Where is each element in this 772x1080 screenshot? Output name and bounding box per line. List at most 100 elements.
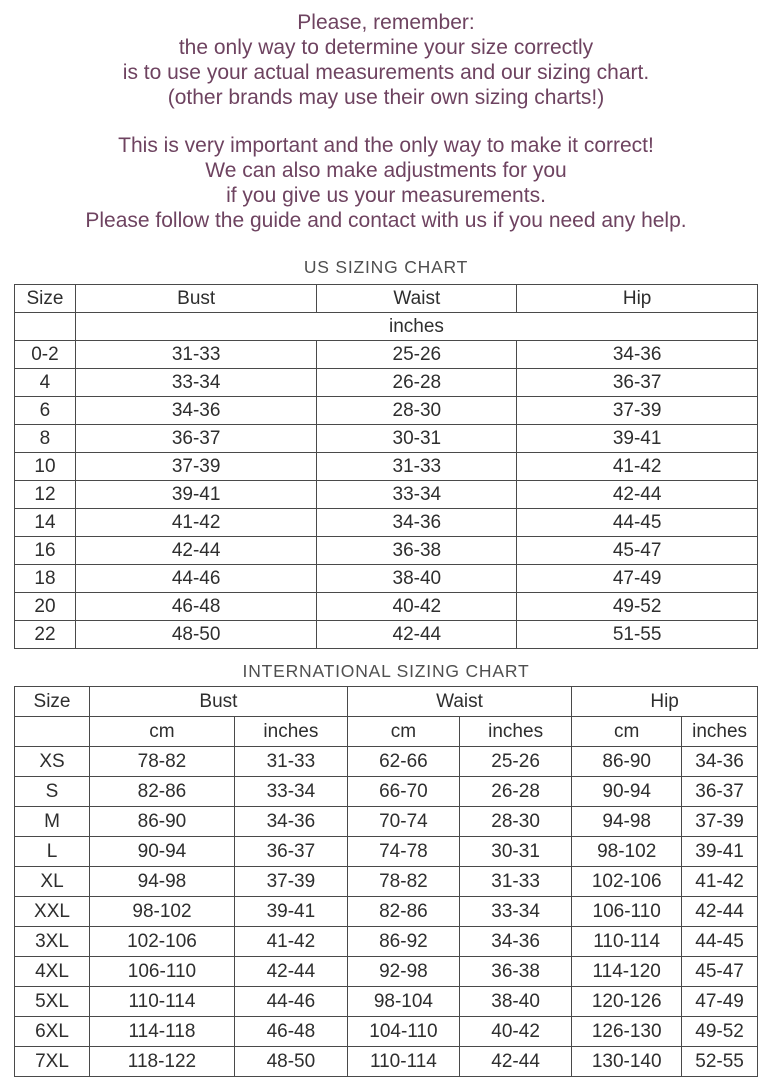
intl-sizing-table: Size Bust Waist Hip cm inches cm inches …: [13, 686, 758, 1077]
bust-in-cell: 37-39: [233, 866, 348, 897]
table-row: S 82-86 33-34 66-70 26-28 90-94 36-37: [13, 776, 758, 807]
size-cell: 8: [14, 424, 76, 453]
table-row: 4XL 106-110 42-44 92-98 36-38 114-120 45-47: [13, 956, 758, 987]
waist-cell: 28-30: [316, 396, 518, 425]
us-table-body: 0-2 31-33 25-26 34-36 4 33-34 26-28 36-37 6 34-36…: [14, 340, 758, 649]
bust-cm-cell: 114-118: [89, 1016, 235, 1047]
waist-cm-cell: 104-110: [346, 1016, 461, 1047]
waist-cell: 26-28: [316, 368, 518, 397]
bust-in-cell: 42-44: [233, 956, 348, 987]
waist-in-cell: 34-36: [459, 926, 573, 957]
waist-cm-cell: 110-114: [346, 1046, 461, 1077]
bust-in-cell: 31-33: [233, 746, 348, 777]
intro-note: Please, remember: the only way to determ…: [0, 10, 772, 233]
waist-cm-cell: 78-82: [346, 866, 461, 897]
size-cell: XS: [13, 746, 91, 777]
waist-cm-cell: 62-66: [346, 746, 461, 777]
us-table-head: Size Bust Waist Hip inches: [14, 284, 759, 341]
size-cell: XL: [13, 866, 91, 897]
table-row: 20 46-48 40-42 49-52: [14, 592, 758, 621]
table-row: 12 39-41 33-34 42-44: [14, 480, 758, 509]
waist-in-cell: 25-26: [459, 746, 573, 777]
empty-cell: [13, 716, 91, 747]
table-row: 6 34-36 28-30 37-39: [14, 396, 758, 425]
hip-cell: 34-36: [516, 340, 758, 369]
size-cell: 5XL: [13, 986, 91, 1017]
size-cell: L: [13, 836, 91, 867]
hip-cell: 49-52: [516, 592, 758, 621]
size-cell: S: [13, 776, 91, 807]
size-cell: M: [13, 806, 91, 837]
hip-cell: 41-42: [516, 452, 758, 481]
waist-cell: 42-44: [316, 620, 518, 649]
bust-cell: 41-42: [74, 508, 318, 537]
bust-cell: 48-50: [74, 620, 318, 649]
size-cell: 4: [14, 368, 76, 397]
table-row: 18 44-46 38-40 47-49: [14, 564, 758, 593]
hip-cm-cell: 98-102: [571, 836, 683, 867]
waist-cm-cell: 70-74: [346, 806, 461, 837]
waist-cell: 34-36: [316, 508, 518, 537]
hip-cell: 45-47: [516, 536, 758, 565]
intl-unit-row: cm inches cm inches cm inches: [13, 716, 758, 747]
waist-cm-cell: 98-104: [346, 986, 461, 1017]
column-header-size: Size: [13, 686, 91, 717]
unit-header-inches: inches: [681, 716, 758, 747]
bust-cm-cell: 98-102: [89, 896, 235, 927]
hip-cm-cell: 86-90: [571, 746, 683, 777]
hip-cell: 42-44: [516, 480, 758, 509]
waist-in-cell: 28-30: [459, 806, 573, 837]
table-row: L 90-94 36-37 74-78 30-31 98-102 39-41: [13, 836, 758, 867]
hip-cm-cell: 90-94: [571, 776, 683, 807]
bust-cm-cell: 118-122: [89, 1046, 235, 1077]
hip-cm-cell: 94-98: [571, 806, 683, 837]
column-header-size: Size: [14, 284, 76, 313]
intro-paragraph-2: This is very important and the only way …: [0, 133, 772, 233]
table-row: 0-2 31-33 25-26 34-36: [14, 340, 758, 369]
bust-cm-cell: 102-106: [89, 926, 235, 957]
table-row: 22 48-50 42-44 51-55: [14, 620, 758, 649]
bust-in-cell: 46-48: [233, 1016, 348, 1047]
intl-table-head: Size Bust Waist Hip cm inches cm inches …: [13, 686, 758, 747]
hip-cell: 51-55: [516, 620, 758, 649]
table-row: 8 36-37 30-31 39-41: [14, 424, 758, 453]
table-row: M 86-90 34-36 70-74 28-30 94-98 37-39: [13, 806, 758, 837]
size-cell: 14: [14, 508, 76, 537]
table-row: 6XL 114-118 46-48 104-110 40-42 126-130 49-52: [13, 1016, 758, 1047]
size-cell: 0-2: [14, 340, 76, 369]
column-header-hip: Hip: [571, 686, 758, 717]
column-header-waist: Waist: [316, 284, 518, 313]
us-header-row: Size Bust Waist Hip: [14, 284, 758, 313]
size-cell: 3XL: [13, 926, 91, 957]
bust-cell: 39-41: [74, 480, 318, 509]
bust-cm-cell: 106-110: [89, 956, 235, 987]
bust-cell: 42-44: [74, 536, 318, 565]
hip-in-cell: 44-45: [681, 926, 758, 957]
table-row: 14 41-42 34-36 44-45: [14, 508, 758, 537]
hip-cm-cell: 126-130: [571, 1016, 683, 1047]
unit-header-inches: inches: [233, 716, 348, 747]
table-row: 10 37-39 31-33 41-42: [14, 452, 758, 481]
waist-in-cell: 42-44: [459, 1046, 573, 1077]
us-unit-row: inches: [14, 312, 759, 341]
hip-in-cell: 39-41: [681, 836, 758, 867]
column-header-waist: Waist: [346, 686, 573, 717]
hip-cell: 37-39: [516, 396, 758, 425]
column-header-hip: Hip: [516, 284, 758, 313]
bust-cell: 31-33: [74, 340, 318, 369]
hip-cell: 44-45: [516, 508, 758, 537]
hip-cell: 39-41: [516, 424, 758, 453]
bust-cell: 33-34: [74, 368, 318, 397]
waist-in-cell: 30-31: [459, 836, 573, 867]
unit-header-cm: cm: [346, 716, 461, 747]
table-row: 3XL 102-106 41-42 86-92 34-36 110-114 44-45: [13, 926, 758, 957]
bust-cell: 34-36: [74, 396, 318, 425]
waist-cm-cell: 92-98: [346, 956, 461, 987]
empty-cell: [14, 312, 76, 341]
hip-cm-cell: 120-126: [571, 986, 683, 1017]
bust-in-cell: 41-42: [233, 926, 348, 957]
size-cell: 12: [14, 480, 76, 509]
bust-cm-cell: 82-86: [89, 776, 235, 807]
waist-in-cell: 38-40: [459, 986, 573, 1017]
waist-cell: 33-34: [316, 480, 518, 509]
